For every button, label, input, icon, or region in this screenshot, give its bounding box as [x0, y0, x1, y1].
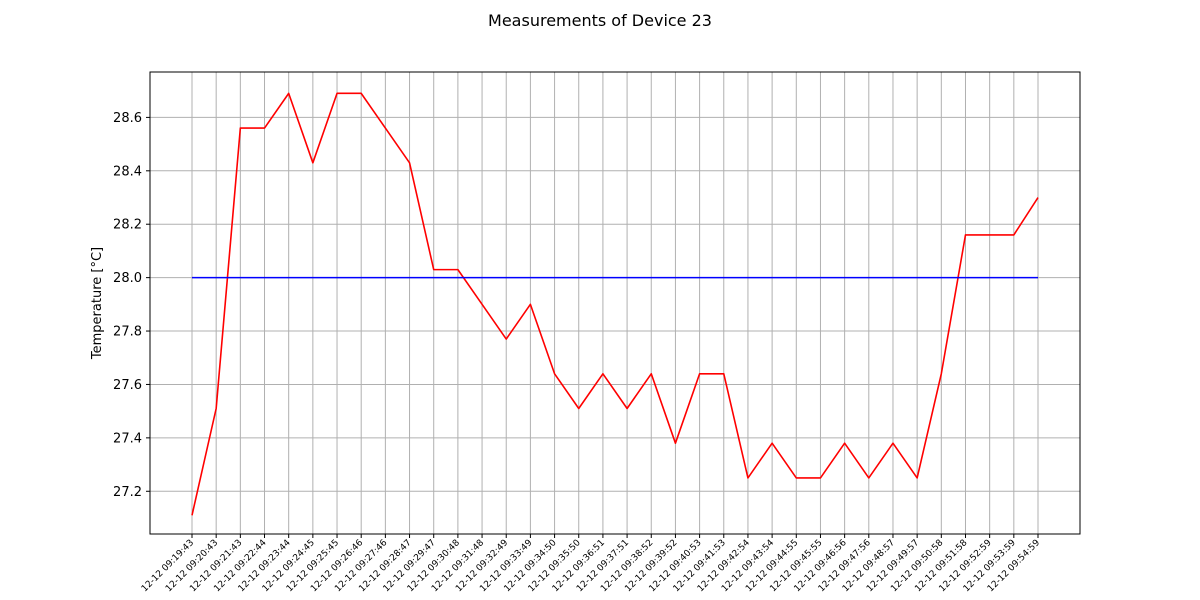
y-tick-label: 27.8: [113, 325, 142, 340]
y-tick-label: 28.2: [113, 218, 142, 233]
y-tick-label: 27.4: [113, 431, 142, 446]
temperature-series-line: [191, 92, 1039, 516]
grid-layer: [150, 72, 1080, 534]
chart-title: Measurements of Device 23: [488, 11, 712, 30]
y-tick-label: 28.4: [113, 164, 142, 179]
plot-frame: [149, 71, 1081, 535]
y-tick-label: 28.0: [113, 271, 142, 286]
series-layer: [191, 92, 1039, 516]
y-tick-label: 28.6: [113, 111, 142, 126]
y-tick-label: 27.6: [113, 378, 142, 393]
y-tick-label: 27.2: [113, 485, 142, 500]
y-axis-label: Temperature [°C]: [90, 247, 105, 360]
y-axis: 27.2 27.4 27.6 27.8 28.0 28.2 28.4 28.6: [113, 111, 150, 500]
